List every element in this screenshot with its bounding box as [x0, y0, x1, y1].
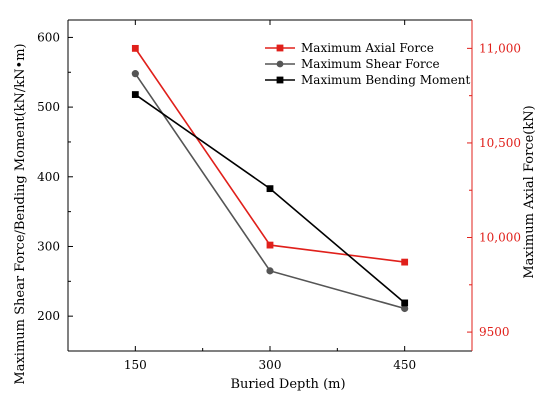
- data-point: [401, 304, 409, 313]
- data-point: [131, 70, 139, 78]
- series-layer: [131, 44, 409, 313]
- y-left-tick-label: 600: [37, 30, 60, 44]
- y-axis-title-left: Maximum Shear Force/Bending Moment(kN/kN…: [13, 43, 28, 384]
- y-right-tick-label: 9500: [479, 325, 510, 339]
- axis-ticks: 150 300 450 200 300 400 500 600 9500 10,000 10,500…: [37, 20, 521, 372]
- y-left-tick-label: 300: [37, 239, 60, 253]
- y-axis-title-right: Maximum Axial Force(kN): [522, 105, 537, 278]
- data-point: [266, 241, 274, 249]
- data-point: [131, 44, 139, 52]
- legend: Maximum Axial Force Maximum Shear Force Ma…: [265, 41, 470, 87]
- x-tick-label: 300: [259, 358, 282, 372]
- data-point: [266, 267, 274, 275]
- x-axis-title: Buried Depth (m): [230, 377, 345, 392]
- y-right-tick-label: 11,000: [479, 41, 521, 55]
- legend-marker: [276, 60, 284, 68]
- data-point: [131, 91, 139, 98]
- y-right-tick-label: 10,500: [479, 136, 521, 150]
- legend-label: Maximum Shear Force: [301, 57, 440, 71]
- y-left-tick-label: 500: [37, 100, 60, 114]
- legend-label: Maximum Axial Force: [301, 41, 434, 55]
- legend-label: Maximum Bending Moment: [301, 73, 470, 87]
- x-tick-label: 450: [393, 358, 416, 372]
- legend-marker: [276, 76, 284, 84]
- x-tick-label: 150: [124, 358, 147, 372]
- data-point: [266, 185, 274, 193]
- data-point: [401, 299, 409, 307]
- y-left-tick-label: 200: [37, 309, 60, 323]
- y-left-tick-label: 400: [37, 170, 60, 184]
- data-point: [401, 258, 409, 266]
- legend-marker: [276, 44, 284, 52]
- y-right-tick-label: 10,000: [479, 231, 521, 245]
